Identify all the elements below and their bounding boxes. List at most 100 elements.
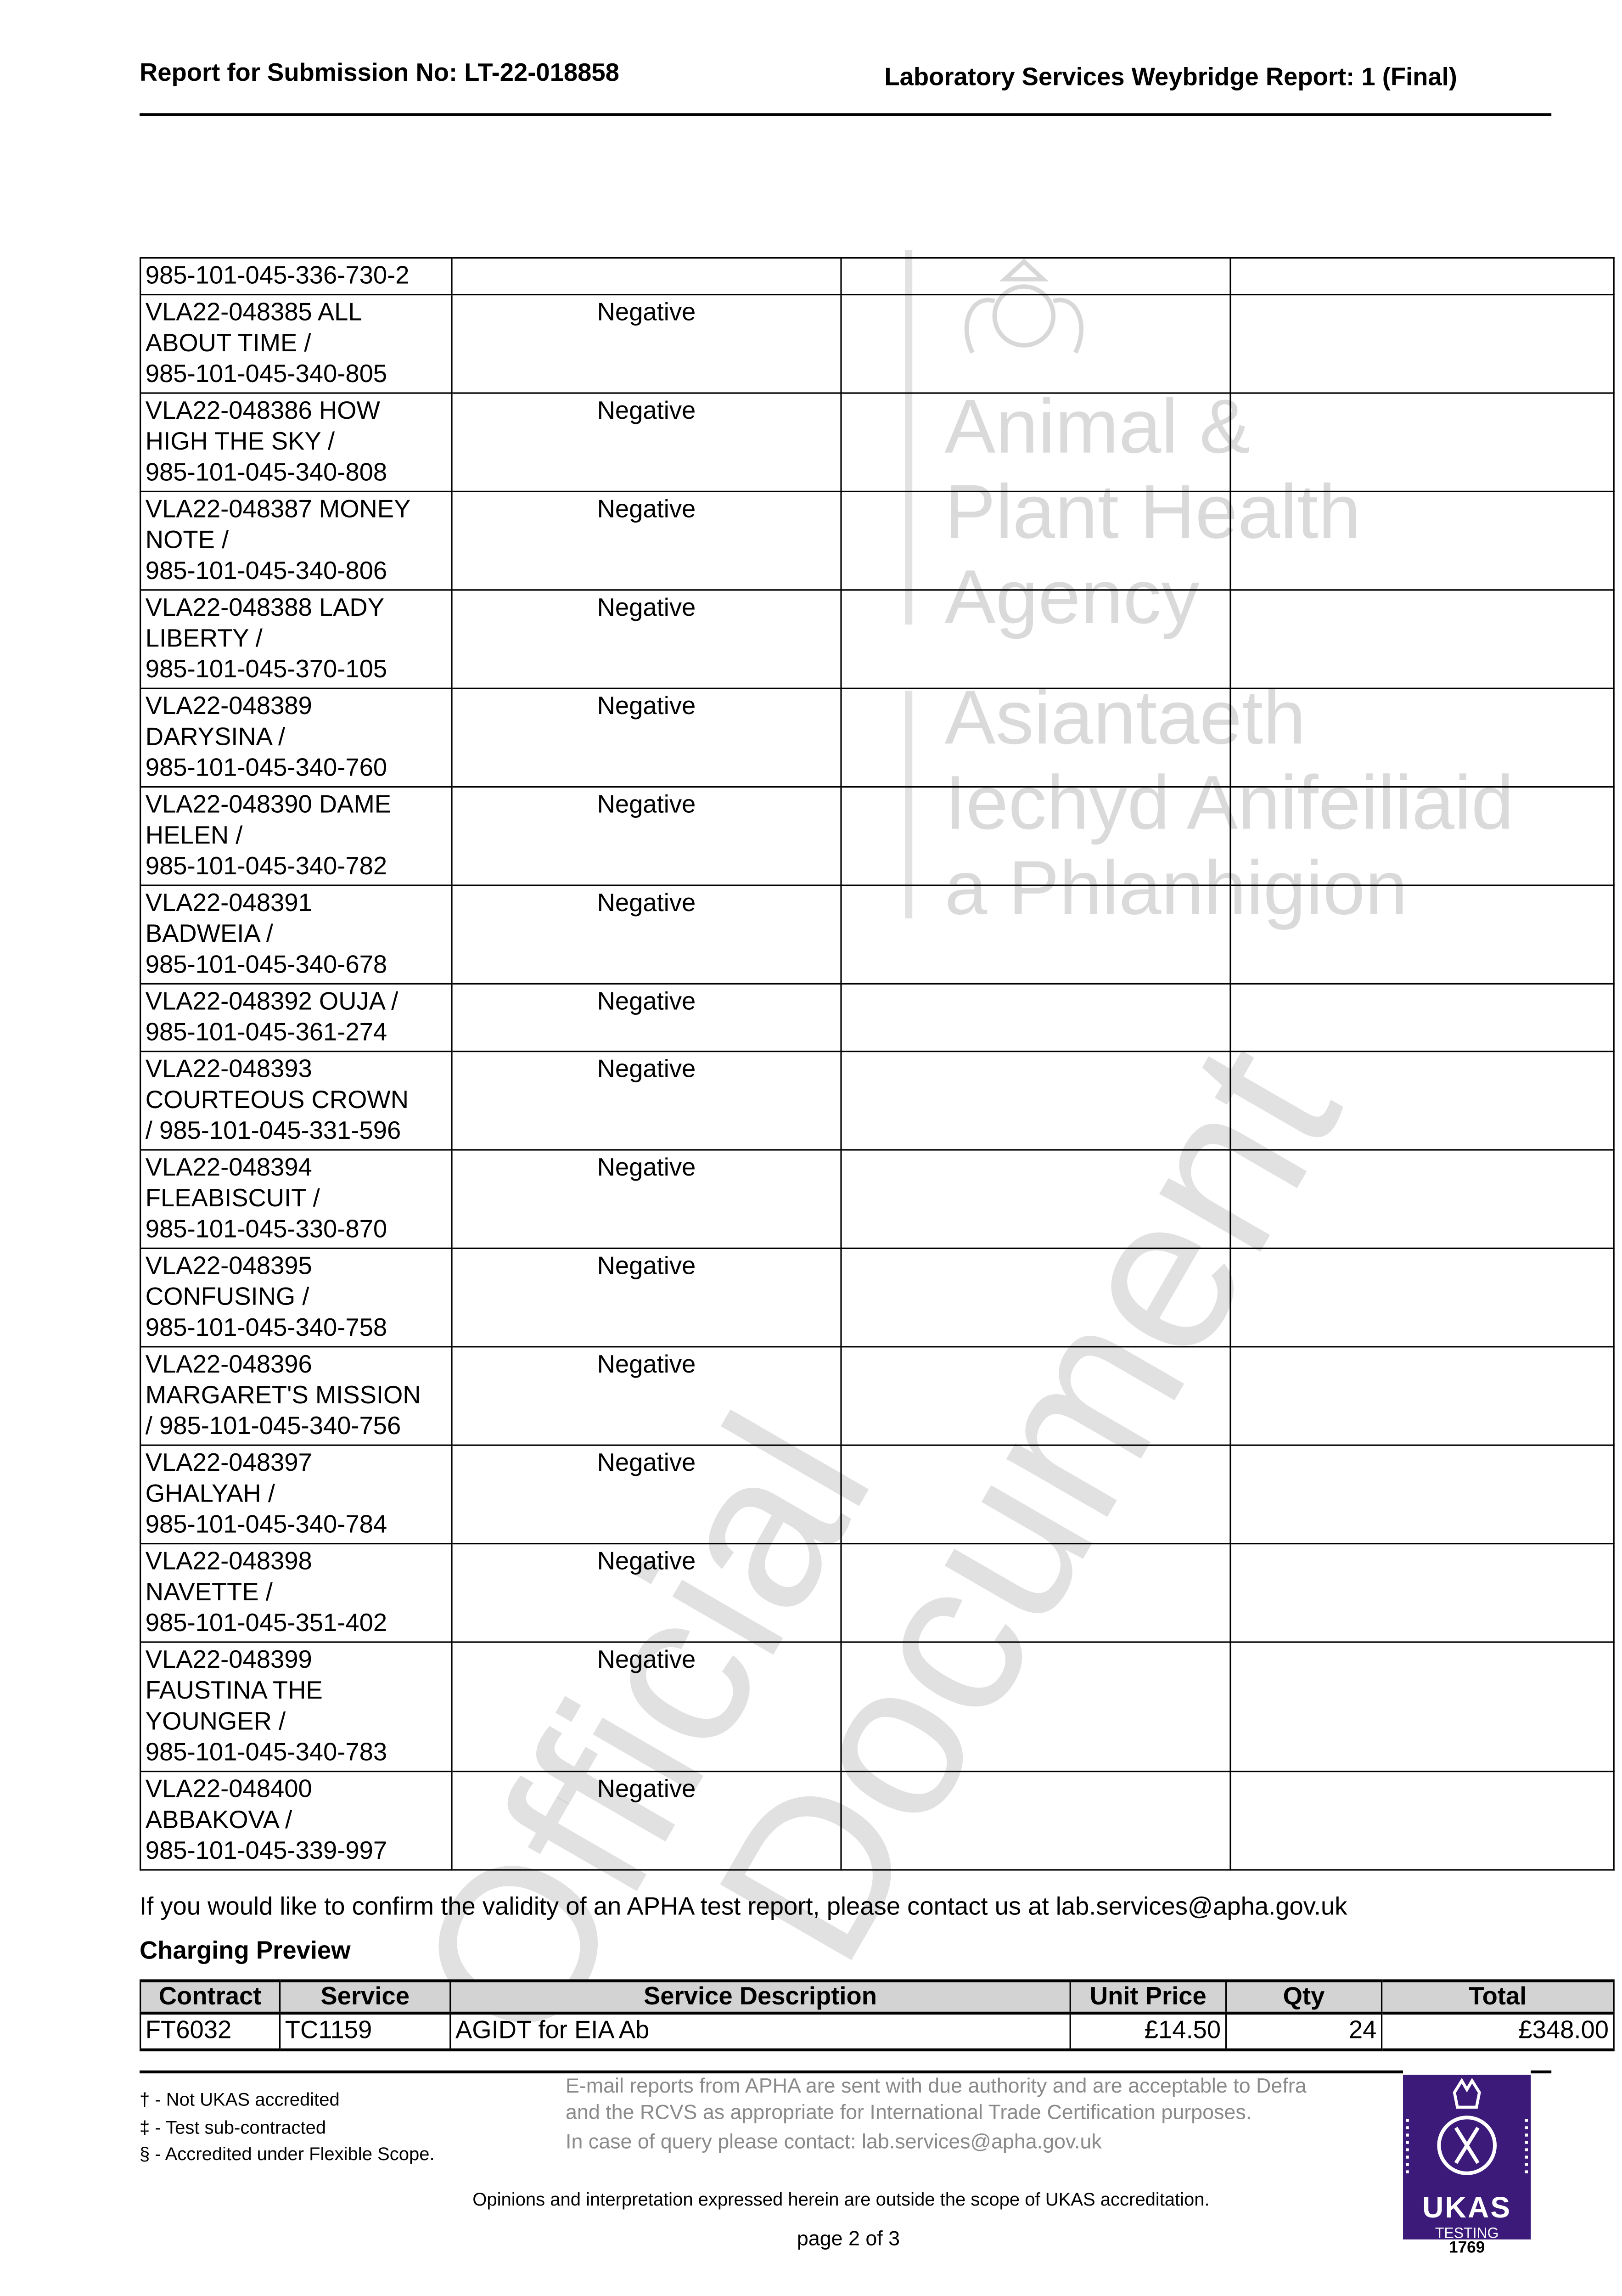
empty-cell [840,786,1231,886]
empty-cell [1229,1444,1615,1545]
col-contract: Contract [140,1979,281,2015]
total-cell: £348.00 [1381,2012,1615,2052]
result-row: VLA22-048397 GHALYAH /985-101-045-340-784… [140,1444,1615,1545]
sample-line: VLA22-048399 [145,1646,312,1674]
sample-line: 985-101-045-340-760 [145,754,387,782]
result-cell: Negative [451,1444,842,1545]
empty-cell [840,257,1231,296]
result-cell: Negative [451,1543,842,1643]
sample-line: 985-101-045-340-783 [145,1738,387,1767]
result-cell: Negative [451,589,842,689]
ukas-sub: TESTING [1435,2226,1499,2243]
sample-line: DARYSINA / [145,723,286,751]
description-cell: AGIDT for EIA Ab [449,2012,1071,2052]
sample-line: YOUNGER / [145,1707,286,1736]
charging-header-row: Contract Service Service Description Uni… [140,1979,1615,2015]
header-divider [140,113,1552,116]
empty-cell [840,1346,1231,1446]
result-cell: Negative [451,392,842,493]
sample-line: 985-101-045-340-782 [145,852,387,880]
empty-cell [840,1051,1231,1151]
empty-cell [840,1247,1231,1348]
empty-cell [1229,257,1615,296]
empty-cell [1229,1346,1615,1446]
result-cell: Negative [451,1771,842,1871]
ukas-name: UKAS [1422,2192,1512,2225]
report-header: Laboratory Services Weybridge Report: 1 … [884,63,1457,91]
empty-cell [840,687,1231,788]
result-row: VLA22-048386 HOW HIGH THE SKY /985-101-04… [140,392,1615,493]
sample-line: VLA22-048393 [145,1055,312,1083]
submission-header: Report for Submission No: LT-22-018858 [140,59,619,87]
result-row: VLA22-048396 MARGARET'S MISSION / 985-101-… [140,1346,1615,1446]
sample-line: VLA22-048392 OUJA / [145,987,398,1016]
results-table: 985-101-045-336-730-2 VLA22-048385 ALL ABO… [140,257,1615,1871]
result-row: VLA22-048390 DAME HELEN /985-101-045-340-… [140,786,1615,886]
footnote: † - Not UKAS accredited [140,2089,340,2110]
col-total: Total [1381,1979,1615,2015]
col-unit-price: Unit Price [1069,1979,1227,2015]
footnote: § - Accredited under Flexible Scope. [140,2144,435,2165]
result-row: VLA22-048387 MONEY NOTE / 985-101-045-340-… [140,490,1615,591]
sample-cell: VLA22-048397 GHALYAH /985-101-045-340-784 [140,1444,453,1545]
sample-line: CONFUSING / [145,1283,309,1311]
sample-cell: VLA22-048389 DARYSINA / 985-101-045-340-76… [140,687,453,788]
qty-cell: 24 [1225,2012,1383,2052]
sample-line: VLA22-048385 ALL [145,298,362,326]
charging-title: Charging Preview [140,1936,351,1965]
result-cell: Negative [451,786,842,886]
empty-cell [1229,687,1615,788]
sample-cell: 985-101-045-336-730-2 [140,257,453,296]
result-cell: Negative [451,1051,842,1151]
sample-cell: VLA22-048392 OUJA /985-101-045-361-274 [140,983,453,1052]
footer-divider [1531,2070,1552,2073]
result-cell: Negative [451,1247,842,1348]
empty-cell [840,1444,1231,1545]
empty-cell [840,490,1231,591]
empty-cell [840,1543,1231,1643]
sample-cell: VLA22-048385 ALL ABOUT TIME / 985-101-045-… [140,294,453,394]
empty-cell [1229,1641,1615,1773]
sample-line: 985-101-045-340-805 [145,360,387,388]
col-description: Service Description [449,1979,1071,2015]
sample-cell: VLA22-048394 FLEABISCUIT / 985-101-045-330… [140,1149,453,1249]
result-row: VLA22-048392 OUJA /985-101-045-361-274 Ne… [140,983,1615,1052]
sample-line: 985-101-045-340-784 [145,1510,387,1539]
sample-line: VLA22-048387 MONEY [145,495,411,523]
empty-cell [1229,786,1615,886]
sample-line: / 985-101-045-340-756 [145,1412,401,1440]
col-qty: Qty [1225,1979,1383,2015]
empty-cell [1229,294,1615,394]
sample-cell: VLA22-048393 COURTEOUS CROWN / 985-101-045… [140,1051,453,1151]
result-cell: Negative [451,1149,842,1249]
empty-cell [1229,490,1615,591]
result-row: VLA22-048400 ABBAKOVA / 985-101-045-339-99… [140,1771,1615,1871]
result-cell: Negative [451,490,842,591]
result-cell: Negative [451,884,842,985]
result-cell: Negative [451,983,842,1052]
sample-line: 985-101-045-370-105 [145,655,387,683]
sample-line: MARGARET'S MISSION [145,1381,421,1409]
query-note: In case of query please contact: lab.ser… [566,2129,1102,2153]
sample-line: VLA22-048395 [145,1252,312,1280]
sample-line: VLA22-048386 HOW [145,397,380,425]
sample-line: VLA22-048391 [145,889,312,917]
sample-line: ABBAKOVA / [145,1806,292,1834]
sample-line: VLA22-048390 DAME [145,790,392,819]
footnotes: † - Not UKAS accredited ‡ - Test sub-con… [140,2087,435,2168]
sample-line: 985-101-045-340-758 [145,1313,387,1342]
empty-cell [840,294,1231,394]
result-row: VLA22-048389 DARYSINA / 985-101-045-340-76… [140,687,1615,788]
empty-cell [840,1641,1231,1773]
sample-line: 985-101-045-340-678 [145,951,387,979]
validity-note: If you would like to confirm the validit… [140,1892,1347,1921]
empty-cell [840,392,1231,493]
email-note: E-mail reports from APHA are sent with d… [566,2073,1307,2123]
sample-line: FLEABISCUIT / [145,1184,320,1212]
sample-line: VLA22-048388 LADY [145,593,384,622]
ukas-number: 1769 [1449,2239,1485,2257]
unit-price-cell: £14.50 [1069,2012,1227,2052]
result-row: VLA22-048398 NAVETTE / 985-101-045-351-402… [140,1543,1615,1643]
col-service: Service [279,1979,451,2015]
